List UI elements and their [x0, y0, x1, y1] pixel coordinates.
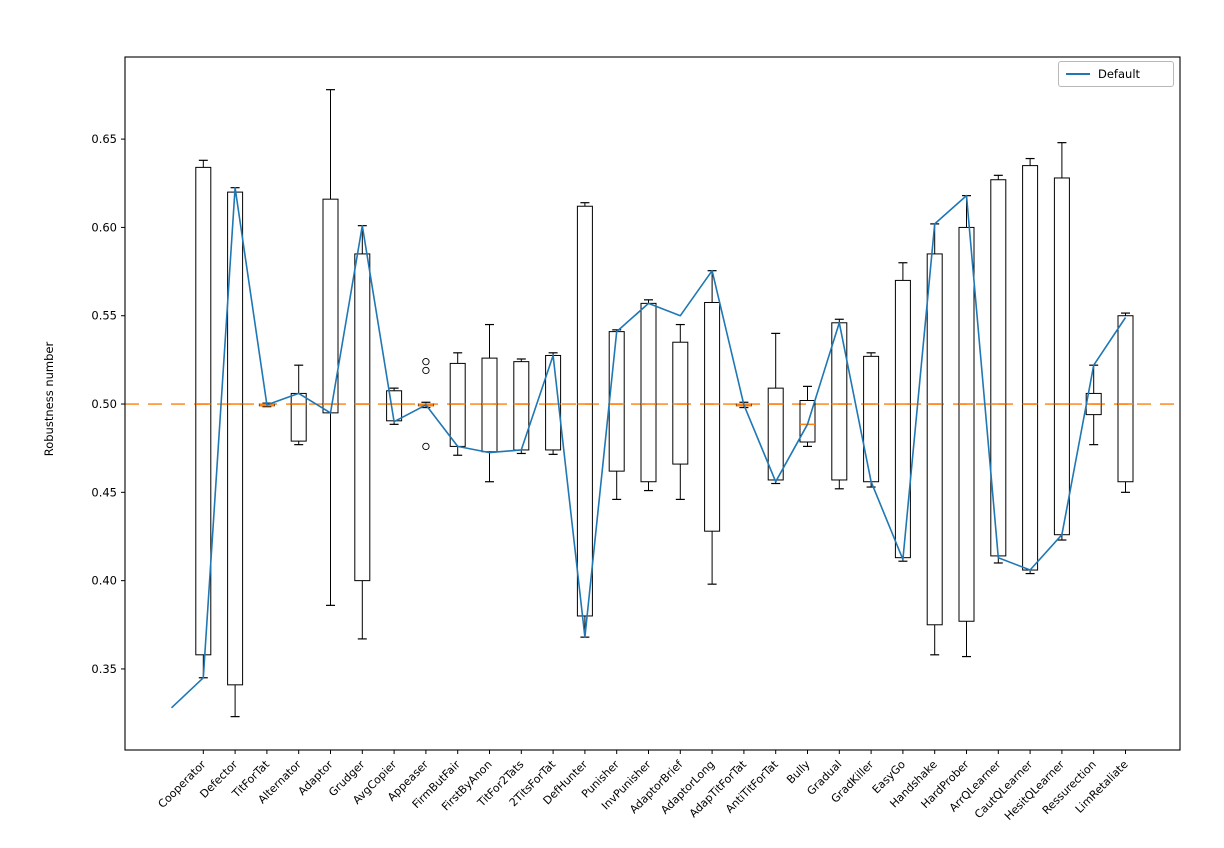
y-tick-label: 0.50 — [91, 397, 117, 411]
box-DefHunter — [576, 205, 593, 617]
box-FirstByAnon — [481, 357, 498, 453]
y-tick-label: 0.40 — [91, 574, 117, 588]
box-FirmButFair — [449, 362, 466, 447]
box-AdaptorLong — [704, 301, 721, 532]
x-tick-label-Cooperator: Cooperator — [156, 758, 209, 811]
box-Handshake — [926, 253, 943, 626]
y-tick-label: 0.60 — [91, 220, 117, 234]
box-Alternator — [290, 392, 307, 442]
box-HesitQLearner — [1053, 177, 1070, 536]
outlier-Appeaser — [422, 366, 430, 375]
outlier-Appeaser — [422, 357, 430, 366]
box-InvPunisher — [640, 302, 657, 483]
box-AntiTitForTat — [767, 387, 784, 481]
outlier-Appeaser — [422, 442, 430, 451]
box-GradKiller — [863, 355, 880, 483]
box-Grudger — [354, 253, 371, 582]
box-HardProber — [958, 226, 975, 622]
box-EasyGo — [894, 279, 911, 559]
default-line — [170, 186, 1127, 709]
y-tick-label: 0.65 — [91, 132, 117, 146]
y-tick-label: 0.35 — [91, 662, 117, 676]
legend-line-icon — [1066, 73, 1090, 75]
y-axis-label: Robustness number — [42, 341, 56, 457]
box-Punisher — [608, 331, 625, 472]
y-tick-label: 0.55 — [91, 309, 117, 323]
x-tick-label-Bully: Bully — [784, 758, 813, 787]
box-CautQLearner — [1022, 165, 1039, 571]
box-Cooperator — [195, 166, 212, 656]
y-tick-label: 0.45 — [91, 485, 117, 499]
axes-frame — [124, 56, 1181, 751]
legend: Default — [1058, 61, 1174, 87]
legend-label: Default — [1098, 67, 1141, 81]
box-AdaptorBrief — [672, 341, 689, 465]
box-Bully — [799, 399, 816, 443]
box-LimRetaliate — [1117, 315, 1134, 483]
box-AvgCopier — [386, 390, 403, 422]
